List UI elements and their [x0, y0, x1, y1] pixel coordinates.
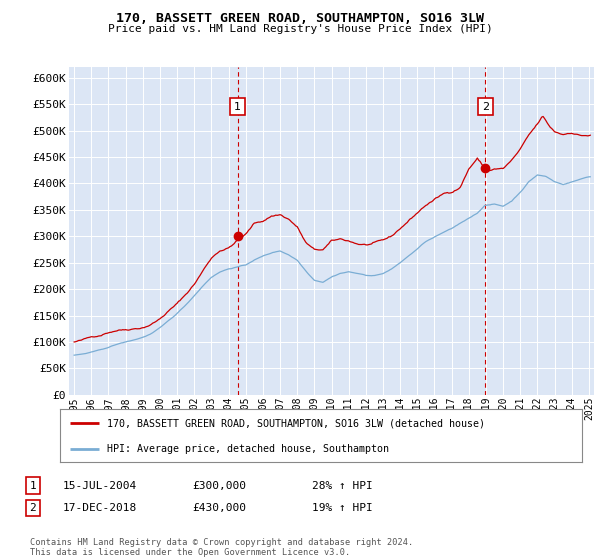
Text: 170, BASSETT GREEN ROAD, SOUTHAMPTON, SO16 3LW (detached house): 170, BASSETT GREEN ROAD, SOUTHAMPTON, SO…: [107, 418, 485, 428]
Text: 1: 1: [235, 101, 241, 111]
Text: Contains HM Land Registry data © Crown copyright and database right 2024.
This d: Contains HM Land Registry data © Crown c…: [30, 538, 413, 557]
Text: 170, BASSETT GREEN ROAD, SOUTHAMPTON, SO16 3LW: 170, BASSETT GREEN ROAD, SOUTHAMPTON, SO…: [116, 12, 484, 25]
Text: 15-JUL-2004: 15-JUL-2004: [63, 480, 137, 491]
Text: 1: 1: [29, 480, 37, 491]
Text: 19% ↑ HPI: 19% ↑ HPI: [312, 503, 373, 513]
Text: Price paid vs. HM Land Registry's House Price Index (HPI): Price paid vs. HM Land Registry's House …: [107, 24, 493, 34]
Text: 2: 2: [482, 101, 489, 111]
Text: 2: 2: [29, 503, 37, 513]
Text: 28% ↑ HPI: 28% ↑ HPI: [312, 480, 373, 491]
Text: £300,000: £300,000: [192, 480, 246, 491]
Text: HPI: Average price, detached house, Southampton: HPI: Average price, detached house, Sout…: [107, 444, 389, 454]
Text: 17-DEC-2018: 17-DEC-2018: [63, 503, 137, 513]
Text: £430,000: £430,000: [192, 503, 246, 513]
